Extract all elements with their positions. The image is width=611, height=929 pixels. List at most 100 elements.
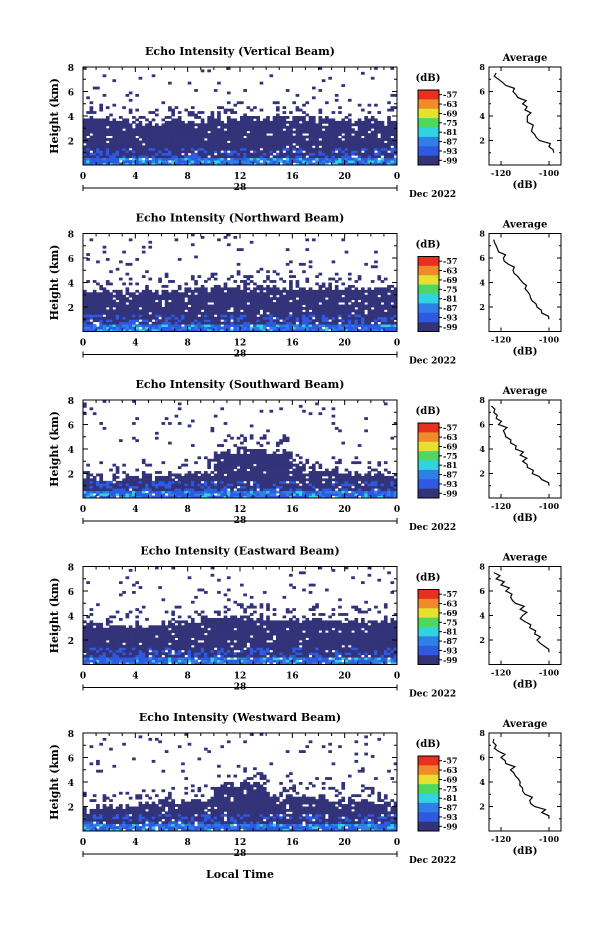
echo-cell [341, 140, 346, 144]
profile-y-tick-label: 8 [479, 229, 485, 239]
echo-cell [282, 326, 287, 330]
echo-cell [118, 495, 123, 499]
echo-cell [112, 133, 117, 136]
echo-cell [220, 106, 225, 110]
y-tick-label: 2 [68, 304, 74, 314]
echo-cell [272, 145, 277, 149]
echo-cell [315, 309, 319, 313]
echo-cell [298, 326, 303, 330]
echo-cell [168, 140, 172, 144]
echo-cell [289, 150, 293, 154]
echo-cell [367, 160, 372, 163]
echo-cell [243, 282, 247, 286]
echo-cell [305, 277, 310, 281]
echo-cell [367, 307, 372, 310]
echo-cell [168, 321, 172, 325]
echo-cell [259, 449, 264, 452]
echo-cell [223, 125, 228, 129]
day-marker: 28 [82, 183, 398, 193]
echo-cell [387, 304, 391, 308]
echo-cell [282, 324, 287, 327]
echo-cell [151, 316, 156, 320]
echo-cell [112, 145, 117, 149]
echo-cell [89, 309, 94, 313]
echo-cell [308, 116, 313, 119]
echo-cell [99, 480, 104, 484]
echo-cell [262, 299, 267, 303]
echo-cell [109, 495, 113, 499]
echo-cell [374, 265, 378, 269]
echo-cell [213, 468, 218, 472]
echo-cell [197, 128, 202, 132]
echo-cell [145, 319, 149, 323]
echo-cell [289, 319, 293, 323]
echo-cell [262, 162, 267, 166]
echo-cell [315, 329, 319, 332]
echo-cell [266, 456, 270, 460]
echo-cell [315, 478, 319, 482]
echo-cell [308, 152, 313, 156]
echo-cell [361, 311, 365, 315]
echo-cell [338, 142, 342, 146]
echo-cell [99, 297, 104, 301]
echo-cell [367, 118, 372, 122]
echo-cell [141, 304, 146, 308]
echo-cell [223, 458, 228, 462]
echo-cell [181, 316, 185, 320]
echo-cell [181, 485, 185, 489]
echo-cell [292, 321, 296, 325]
echo-cell [194, 157, 198, 161]
echo-cell [308, 160, 313, 163]
echo-cell [177, 304, 182, 308]
echo-cell [315, 275, 319, 278]
echo-cell [168, 490, 172, 494]
echo-cell [151, 145, 156, 149]
echo-cell [341, 147, 346, 151]
echo-cell [240, 142, 244, 146]
echo-cell [233, 478, 238, 482]
echo-cell [275, 309, 280, 313]
echo-cell [194, 299, 198, 303]
echo-cell [325, 319, 329, 323]
echo-cell [302, 475, 306, 479]
echo-cell [370, 147, 375, 151]
echo-cell [393, 311, 398, 315]
echo-cell [393, 133, 398, 136]
echo-cell [285, 89, 290, 92]
echo-cell [236, 145, 241, 149]
echo-cell [109, 125, 113, 129]
echo-cell [92, 292, 97, 296]
echo-cell [338, 133, 342, 136]
echo-cell [302, 111, 306, 114]
echo-cell [181, 326, 185, 330]
echo-cell [308, 466, 313, 469]
echo-cell [187, 133, 192, 136]
echo-cell [207, 461, 211, 465]
echo-cell [210, 478, 215, 482]
echo-cell [194, 480, 198, 484]
echo-cell [305, 461, 310, 465]
echo-cell [105, 480, 110, 484]
echo-cell [168, 297, 172, 301]
echo-cell [302, 493, 306, 496]
echo-cell [318, 304, 323, 308]
echo-cell [325, 302, 329, 305]
echo-cell [321, 329, 326, 332]
echo-cell [99, 140, 104, 144]
echo-cell [96, 118, 100, 122]
echo-cell [102, 289, 107, 293]
echo-cell [256, 441, 261, 445]
echo-cell [334, 319, 339, 323]
echo-cell [269, 120, 274, 124]
echo-cell [341, 128, 346, 132]
echo-cell [86, 128, 90, 132]
echo-cell [132, 480, 136, 484]
echo-cell [364, 297, 368, 301]
echo-cell [86, 280, 90, 283]
echo-cell [275, 314, 280, 318]
echo-cell [243, 314, 247, 318]
echo-cell [122, 309, 126, 313]
echo-cell [112, 311, 117, 315]
echo-cell [341, 142, 346, 146]
echo-cell [334, 311, 339, 315]
